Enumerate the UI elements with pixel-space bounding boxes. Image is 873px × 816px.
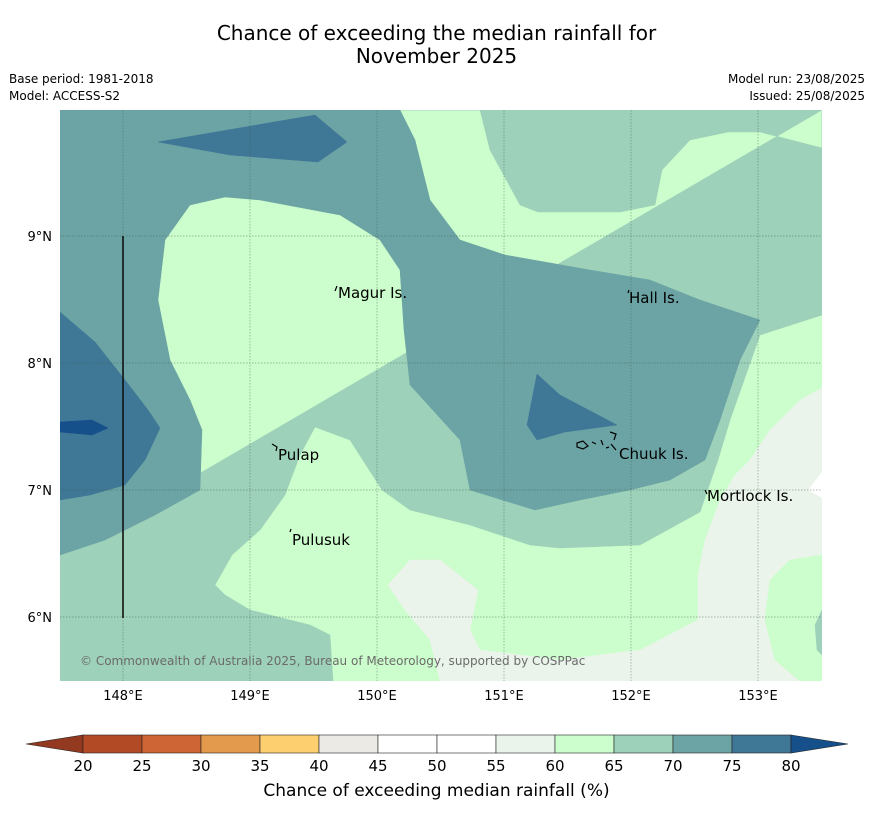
place-label-pulusuk: Pulusuk xyxy=(292,531,350,549)
colorbar-label: Chance of exceeding median rainfall (%) xyxy=(263,781,610,801)
fill-65-70-se-blob xyxy=(814,609,822,656)
map-title: Chance of exceeding the median rainfall … xyxy=(0,22,873,68)
pulap-island-shape xyxy=(271,443,278,452)
fill-white-edge xyxy=(808,472,822,498)
colorbar: 20 25 30 35 40 45 50 55 60 65 70 75 80 xyxy=(25,734,849,775)
lon-tick-152: 152°E xyxy=(611,689,651,704)
lon-tick-153: 153°E xyxy=(738,689,778,704)
fill-75-80-north xyxy=(157,114,348,163)
lat-tick-labels: 9°N 8°N 7°N 6°N xyxy=(28,230,53,626)
base-period-text: Base period: 1981-2018 xyxy=(9,72,154,86)
fill-55-60 xyxy=(387,387,822,681)
colorbar-tick-label: 45 xyxy=(368,757,387,775)
colorbar-tick-label: 30 xyxy=(191,757,210,775)
place-label-mortlock: Mortlock Is. xyxy=(707,487,793,505)
colorbar-cell xyxy=(672,734,733,754)
lon-tick-148: 148°E xyxy=(103,689,143,704)
colorbar-cell xyxy=(82,734,143,754)
fill-60-65-magur xyxy=(279,287,323,305)
model-text: Model: ACCESS-S2 xyxy=(9,89,121,103)
colorbar-tick-label: 70 xyxy=(663,757,682,775)
colorbar-tick-label: 65 xyxy=(604,757,623,775)
colorbar-high-extend xyxy=(790,734,849,754)
colorbar-cells xyxy=(82,734,792,754)
colorbar-tick-label: 20 xyxy=(73,757,92,775)
fill-75-80 xyxy=(60,311,161,501)
contour-layer xyxy=(60,110,822,681)
colorbar-cell xyxy=(141,734,202,754)
islands xyxy=(271,285,708,533)
colorbar-tick-label: 55 xyxy=(486,757,505,775)
hall-island-shape xyxy=(627,289,630,294)
colorbar-tick-labels: 20 25 30 35 40 45 50 55 60 65 70 75 80 xyxy=(73,757,800,775)
lat-tick-9n: 9°N xyxy=(28,230,53,245)
colorbar-tick-label: 60 xyxy=(545,757,564,775)
colorbar-tick-label: 25 xyxy=(132,757,151,775)
place-label-chuuk: Chuuk Is. xyxy=(619,445,688,463)
place-label-pulap: Pulap xyxy=(278,446,319,464)
pulusuk-island-shape xyxy=(289,528,292,533)
colorbar-cell xyxy=(377,734,438,754)
colorbar-cell xyxy=(318,734,379,754)
copyright-text: © Commonwealth of Australia 2025, Bureau… xyxy=(80,654,585,668)
colorbar-cell xyxy=(259,734,320,754)
colorbar-cell xyxy=(731,734,792,754)
meta-right: Model run: 23/08/2025 Issued: 25/08/2025 xyxy=(728,71,865,105)
colorbar-cell xyxy=(495,734,556,754)
colorbar-tick-label: 35 xyxy=(250,757,269,775)
place-labels: Magur Is. Hall Is. Pulap Chuuk Is. Mortl… xyxy=(278,284,793,549)
lon-tick-150: 150°E xyxy=(357,689,397,704)
colorbar-tick-label: 50 xyxy=(427,757,446,775)
fill-75-80-chuuk xyxy=(526,373,618,441)
fill-60-65-sliver xyxy=(217,329,221,364)
chuuk-lagoon-shape xyxy=(576,431,617,451)
lat-tick-8n: 8°N xyxy=(28,357,53,372)
lat-tick-7n: 7°N xyxy=(28,484,53,499)
title-line-2: November 2025 xyxy=(355,44,518,68)
colorbar-tick-label: 80 xyxy=(781,757,800,775)
colorbar-cell xyxy=(613,734,674,754)
lat-tick-6n: 6°N xyxy=(28,611,53,626)
colorbar-cell xyxy=(554,734,615,754)
colorbar-cell xyxy=(200,734,261,754)
colorbar-cell xyxy=(436,734,497,754)
meta-left: Base period: 1981-2018 Model: ACCESS-S2 xyxy=(9,71,154,105)
lon-tick-151: 151°E xyxy=(484,689,524,704)
fill-80-plus xyxy=(60,419,109,436)
lon-tick-149: 149°E xyxy=(230,689,270,704)
place-label-hall: Hall Is. xyxy=(629,289,680,307)
model-run-text: Model run: 23/08/2025 xyxy=(727,72,865,86)
fill-60-65-east xyxy=(764,554,822,681)
place-label-magur: Magur Is. xyxy=(338,284,407,302)
colorbar-tick-label: 40 xyxy=(309,757,328,775)
colorbar-tick-label: 75 xyxy=(722,757,741,775)
title-line-1: Chance of exceeding the median rainfall … xyxy=(216,21,657,45)
magur-island-shape xyxy=(334,285,338,292)
colorbar-low-extend xyxy=(25,734,84,754)
issued-text: Issued: 25/08/2025 xyxy=(749,89,865,103)
mortlock-island-shape xyxy=(704,489,708,495)
lon-tick-labels: 148°E 149°E 150°E 151°E 152°E 153°E xyxy=(103,689,778,704)
